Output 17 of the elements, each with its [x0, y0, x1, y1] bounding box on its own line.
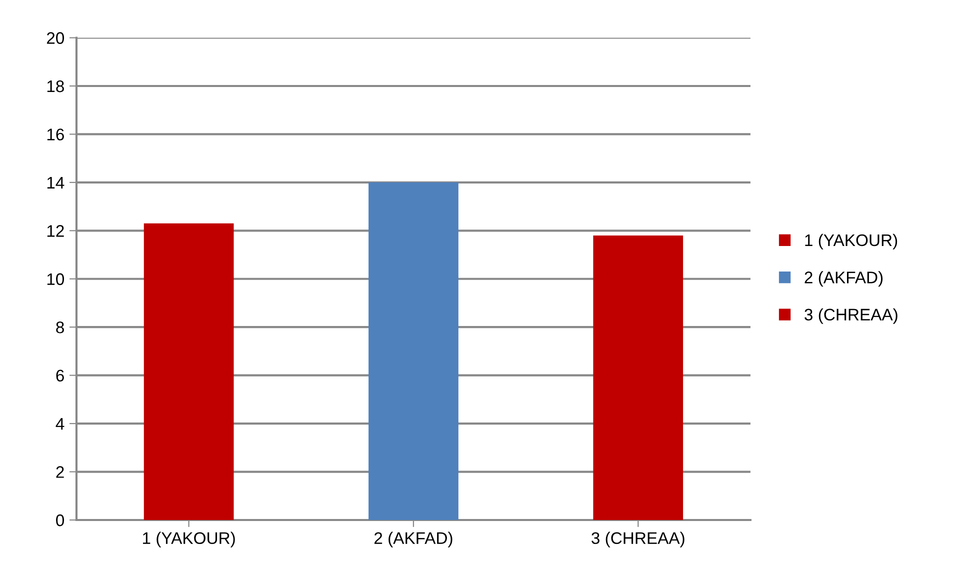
- legend-label: 3 (CHREAA): [804, 308, 898, 324]
- y-tick-label: 4: [56, 418, 64, 430]
- y-tick-label: 6: [56, 370, 64, 382]
- x-tick-label: 1 (YAKOUR): [143, 532, 235, 548]
- y-tick-label: 0: [56, 514, 64, 526]
- y-tick-label: 18: [47, 80, 64, 92]
- y-tick-label: 2: [56, 466, 64, 478]
- y-tick-label: 14: [47, 177, 64, 188]
- y-tick-label: 8: [56, 322, 64, 334]
- legend-label: 2 (AKFAD): [804, 271, 883, 287]
- y-tick-label: 10: [47, 273, 64, 286]
- y-tick-label: 12: [47, 225, 64, 237]
- x-tick-label: 2 (AKFAD): [374, 532, 452, 548]
- y-tick-label: 16: [47, 128, 64, 140]
- legend-label: 1 (YAKOUR): [805, 234, 898, 250]
- x-tick-label: 3 (CHREAA): [592, 532, 684, 548]
- y-tick-label: 20: [46, 32, 64, 44]
